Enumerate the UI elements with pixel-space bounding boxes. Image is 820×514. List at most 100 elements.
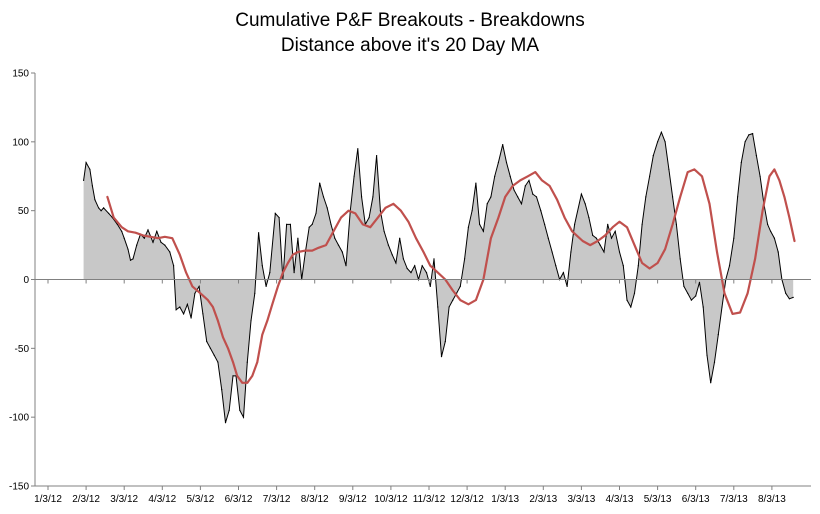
- area-point: [637, 265, 639, 267]
- ma-point: [332, 230, 335, 233]
- x-tick-label: 9/3/12: [339, 494, 367, 505]
- ma-point: [369, 226, 372, 228]
- area-point: [657, 141, 659, 143]
- area-point: [505, 161, 508, 164]
- area-point: [544, 223, 546, 225]
- ma-point: [788, 216, 791, 219]
- area-point: [660, 131, 663, 133]
- x-tick-label: 7/3/12: [263, 494, 291, 505]
- area-point: [490, 196, 492, 198]
- ma-point: [127, 230, 129, 233]
- area-point: [108, 212, 110, 214]
- ma-point: [452, 289, 454, 292]
- area-point: [788, 298, 791, 300]
- chart-title-line-1: Cumulative P&F Breakouts - Breakdowns: [235, 10, 585, 31]
- ma-point: [142, 234, 144, 237]
- x-tick-label: 4/3/13: [606, 494, 634, 505]
- y-tick-label: 0: [23, 275, 29, 286]
- area-point: [574, 223, 576, 225]
- ma-point: [778, 179, 781, 182]
- area-point: [524, 185, 526, 187]
- moving-average-series: [106, 168, 796, 384]
- area-point: [626, 299, 628, 301]
- area-point: [190, 317, 192, 319]
- area-point: [698, 281, 701, 283]
- ma-point: [317, 247, 320, 249]
- area-point: [599, 244, 601, 246]
- area-point: [672, 196, 674, 198]
- area-point: [785, 292, 787, 294]
- area-point: [278, 217, 280, 219]
- ma-point: [207, 299, 209, 301]
- area-point: [156, 230, 158, 232]
- chart-title-line-2: Distance above it's 20 Day MA: [280, 35, 540, 56]
- area-point: [584, 203, 586, 205]
- x-tick-label: 8/3/13: [758, 494, 786, 505]
- ma-point: [185, 271, 187, 274]
- area-point: [687, 292, 689, 294]
- ma-point: [459, 299, 462, 301]
- area-point: [198, 285, 200, 287]
- ma-point: [556, 198, 558, 201]
- area-point: [410, 272, 412, 274]
- ma-point: [347, 209, 350, 212]
- area-point: [293, 272, 295, 274]
- area-point: [695, 295, 697, 297]
- area-point: [713, 361, 716, 363]
- area-point: [652, 155, 654, 157]
- ma-point: [504, 196, 507, 198]
- area-point: [509, 175, 511, 177]
- ma-point: [227, 347, 229, 350]
- area-point: [610, 237, 613, 239]
- y-tick-label: 150: [12, 69, 29, 80]
- area-point: [740, 161, 742, 164]
- x-tick-label: 3/3/12: [110, 494, 138, 505]
- area-point: [482, 230, 484, 232]
- area-point: [452, 299, 454, 301]
- area-point: [532, 193, 534, 195]
- area-point: [570, 251, 572, 253]
- area-point: [383, 230, 385, 232]
- area-point: [706, 354, 708, 356]
- ma-point: [157, 237, 159, 239]
- area-point: [91, 185, 93, 187]
- x-tick-label: 10/3/12: [374, 494, 408, 505]
- ma-point: [199, 292, 202, 295]
- area-point: [269, 272, 271, 274]
- area-point: [710, 382, 712, 384]
- x-tick-label: 2/3/13: [529, 494, 557, 505]
- area-point: [402, 258, 404, 260]
- area-point: [535, 196, 538, 198]
- ma-point: [527, 175, 529, 178]
- area-point: [368, 217, 370, 219]
- area-point: [239, 409, 241, 411]
- area-point: [770, 230, 772, 232]
- ma-point: [633, 244, 636, 246]
- area-point: [345, 265, 347, 267]
- ma-point: [626, 226, 628, 228]
- area-point: [274, 212, 276, 214]
- area-point: [136, 244, 138, 246]
- area-point: [614, 230, 616, 232]
- area-point: [421, 265, 423, 267]
- ma-point: [581, 240, 584, 242]
- area-point: [217, 361, 219, 363]
- area-point: [319, 182, 321, 184]
- area-point: [228, 409, 230, 411]
- ma-point: [392, 203, 395, 205]
- area-point: [464, 258, 466, 260]
- area-point: [164, 244, 166, 246]
- area-point: [206, 340, 208, 343]
- ma-point: [179, 253, 181, 256]
- x-tick-label: 8/3/12: [301, 494, 329, 505]
- area-point: [580, 193, 583, 195]
- ma-point: [534, 171, 537, 173]
- area-point: [194, 292, 196, 294]
- area-point: [250, 320, 252, 322]
- ma-point: [164, 236, 166, 238]
- area-point: [258, 232, 260, 234]
- ma-point: [686, 171, 689, 173]
- area-point: [603, 251, 605, 253]
- x-tick-label: 5/3/13: [644, 494, 672, 505]
- area-point: [376, 155, 378, 157]
